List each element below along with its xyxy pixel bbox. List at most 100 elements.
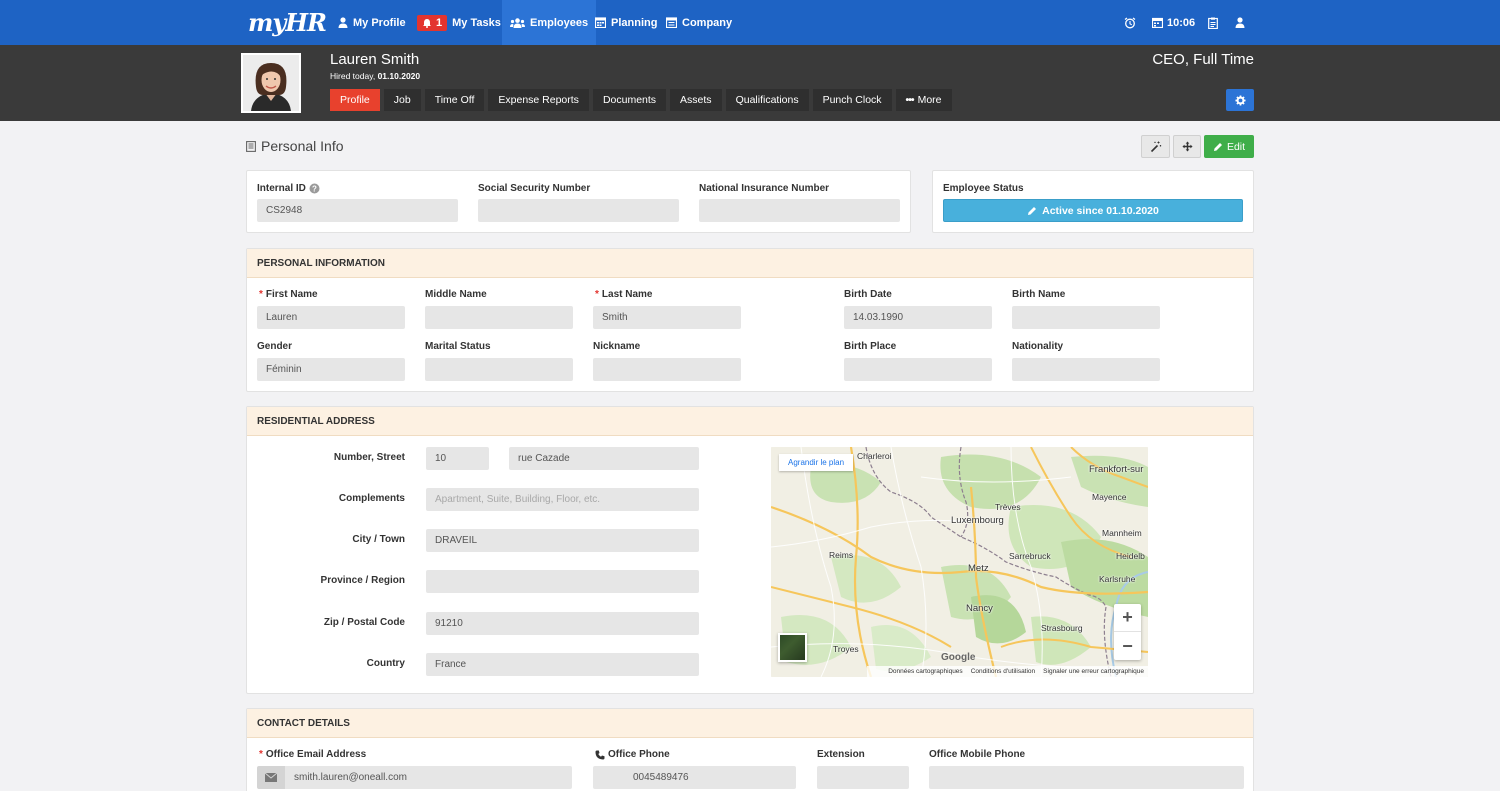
nav-planning[interactable]: Planning (588, 0, 664, 45)
marital-status-label: Marital Status (425, 341, 491, 352)
birth-date-label: Birth Date (844, 289, 892, 300)
map-city: Mayence (1092, 492, 1127, 502)
country-field[interactable]: France (426, 653, 699, 676)
office-mobile-field[interactable] (929, 766, 1244, 789)
map-city: Heidelb (1116, 551, 1145, 561)
map-data-link[interactable]: Données cartographiques (888, 668, 963, 675)
employee-status-button[interactable]: Active since 01.10.2020 (943, 199, 1243, 222)
map-city: Nancy (966, 603, 993, 614)
extension-field[interactable] (817, 766, 909, 789)
hired-date: 01.10.2020 (377, 71, 421, 81)
help-icon[interactable]: ? (309, 183, 320, 194)
country-label: Country (366, 658, 405, 669)
internal-id-field[interactable]: CS2948 (257, 199, 458, 222)
address-card: RESIDENTIAL ADDRESS Number, Street 10 ru… (246, 406, 1254, 694)
first-name-field[interactable]: Lauren (257, 306, 405, 329)
email-field[interactable]: smith.lauren@oneall.com (285, 766, 572, 789)
first-name-label-text: First Name (265, 289, 318, 300)
magic-wand-button[interactable] (1141, 135, 1170, 158)
clipboard-button[interactable] (1208, 0, 1218, 45)
status-card: Employee Status Active since 01.10.2020 (932, 170, 1254, 233)
tab-assets[interactable]: Assets (670, 89, 722, 111)
street-number-field[interactable]: 10 (426, 447, 489, 470)
map-report-link[interactable]: Signaler une erreur cartographique (1043, 668, 1144, 675)
ssn-field[interactable] (478, 199, 679, 222)
zip-field[interactable]: 91210 (426, 612, 699, 635)
tab-punch-clock[interactable]: Punch Clock (812, 89, 892, 111)
nin-label: National Insurance Number (699, 183, 830, 194)
complements-field[interactable]: Apartment, Suite, Building, Floor, etc. (426, 488, 699, 511)
svg-text:?: ? (312, 184, 317, 193)
nav-company[interactable]: Company (659, 0, 739, 45)
last-name-label: * Last Name (595, 289, 652, 300)
street-name-field[interactable]: rue Cazade (509, 447, 699, 470)
nav-my-tasks[interactable]: 1 My Tasks (410, 0, 508, 45)
nav-my-profile-label: My Profile (353, 16, 406, 29)
tab-time-off[interactable]: Time Off (424, 89, 485, 111)
map-terms-link[interactable]: Conditions d'utilisation (970, 668, 1036, 675)
birth-place-field[interactable] (844, 358, 992, 381)
office-phone-label: Office Phone (595, 749, 670, 760)
city-field[interactable]: DRAVEIL (426, 529, 699, 552)
bell-icon (423, 18, 431, 28)
app-logo[interactable]: myHR (248, 8, 327, 37)
gender-field[interactable]: Féminin (257, 358, 405, 381)
gender-label: Gender (257, 341, 293, 352)
hired-prefix: Hired today, (330, 71, 376, 81)
map-city: Troyes (833, 644, 859, 654)
required-marker: * (259, 749, 263, 760)
middle-name-field[interactable] (425, 306, 573, 329)
nationality-field[interactable] (1012, 358, 1160, 381)
email-addon (257, 766, 285, 789)
map-footer: Données cartographiques Conditions d'uti… (867, 666, 1148, 677)
province-field[interactable] (426, 570, 699, 593)
complements-label: Complements (338, 493, 405, 504)
middle-name-label: Middle Name (425, 289, 487, 300)
employee-role: CEO, Full Time (1152, 51, 1254, 68)
nav-my-profile[interactable]: My Profile (331, 0, 413, 45)
edit-button[interactable]: Edit (1204, 135, 1254, 158)
zoom-in-button[interactable]: + (1114, 604, 1141, 632)
tab-documents[interactable]: Documents (592, 89, 667, 111)
email-label-text: Office Email Address (265, 749, 367, 760)
nav-my-tasks-label: My Tasks (452, 16, 501, 29)
move-button[interactable] (1173, 135, 1201, 158)
zoom-out-button[interactable]: − (1122, 635, 1133, 656)
page-title-text: Personal Info (261, 138, 344, 154)
address-map[interactable]: Charleroi Frankfort-sur Mayence Trèves L… (771, 447, 1148, 677)
marital-status-field[interactable] (425, 358, 573, 381)
tab-more-label: More (917, 94, 942, 106)
nin-field[interactable] (699, 199, 900, 222)
employee-avatar[interactable] (241, 53, 301, 113)
user-menu-button[interactable] (1235, 0, 1245, 45)
pencil-icon (1213, 142, 1222, 151)
nationality-label: Nationality (1012, 341, 1064, 352)
last-name-label-text: Last Name (601, 289, 653, 300)
enlarge-map-button[interactable]: Agrandir le plan (779, 454, 854, 471)
settings-button[interactable] (1226, 89, 1254, 111)
nickname-field[interactable] (593, 358, 741, 381)
nav-employees[interactable]: Employees (502, 0, 597, 45)
tab-expense-reports[interactable]: Expense Reports (488, 89, 589, 111)
calendar-grid-icon (595, 17, 606, 28)
email-label: * Office Email Address (259, 749, 366, 760)
clock-display[interactable]: 10:06 (1152, 0, 1195, 45)
required-marker: * (595, 289, 599, 300)
birth-date-field[interactable]: 14.03.1990 (844, 306, 992, 329)
user-tie-icon (338, 17, 348, 28)
birth-name-field[interactable] (1012, 306, 1160, 329)
top-navbar: myHR My Profile 1 My Tasks Employees Pla… (0, 0, 1500, 45)
office-phone-field[interactable]: 0045489476 (593, 766, 796, 789)
tab-more[interactable]: ••• More (895, 89, 952, 111)
tab-qualifications[interactable]: Qualifications (725, 89, 809, 111)
gear-icon (1234, 94, 1246, 106)
personal-info-card: PERSONAL INFORMATION * First Name Lauren … (246, 248, 1254, 392)
nav-company-label: Company (682, 16, 733, 29)
satellite-toggle[interactable] (778, 633, 807, 662)
last-name-field[interactable]: Smith (593, 306, 741, 329)
tab-job[interactable]: Job (383, 89, 421, 111)
employee-header: Lauren Smith Hired today, 01.10.2020 CEO… (0, 45, 1500, 121)
tab-profile[interactable]: Profile (330, 89, 380, 111)
office-phone-label-text: Office Phone (608, 749, 670, 760)
alarm-button[interactable] (1124, 0, 1136, 45)
